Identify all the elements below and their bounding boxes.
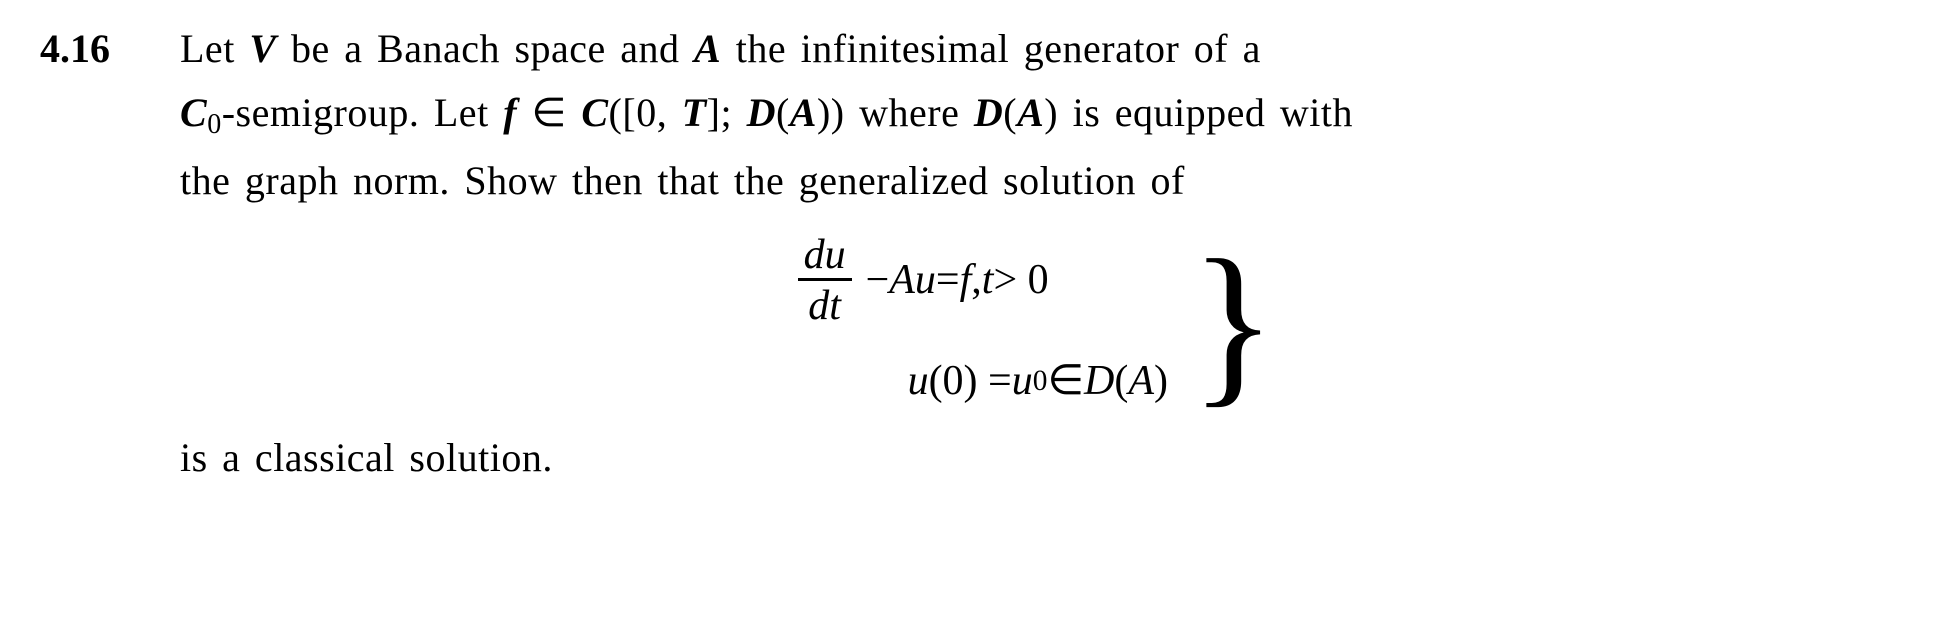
fraction-du-dt: du dt xyxy=(798,234,852,327)
text: , xyxy=(971,250,982,311)
var-t: t xyxy=(982,250,994,311)
text: be a Banach space and xyxy=(277,26,695,71)
text: ( xyxy=(1003,90,1017,135)
text: ( xyxy=(776,90,790,135)
fraction-den: dt xyxy=(802,281,847,327)
var-u0: u xyxy=(1012,351,1033,412)
sub-0: 0 xyxy=(1033,360,1048,403)
text: ) xyxy=(817,90,831,135)
equation-line-1: du dt − Au = f , t > 0 xyxy=(798,234,1049,327)
text: the infinitesimal generator of a xyxy=(721,26,1261,71)
var-D2: D xyxy=(974,90,1003,135)
problem-text-line-3: the graph norm. Show then that the gener… xyxy=(180,152,1894,210)
var-D: D xyxy=(747,90,776,135)
text: ) xyxy=(1044,90,1058,135)
var-A3: A xyxy=(1017,90,1044,135)
text: = xyxy=(936,250,960,311)
var-C: C xyxy=(180,90,207,135)
text: ∈ xyxy=(1047,351,1084,412)
sub-0: 0 xyxy=(207,109,222,140)
var-f: f xyxy=(960,250,972,311)
problem-text-line-2: C0-semigroup. Let f ∈ C([0, T]; D(A)) wh… xyxy=(180,84,1894,146)
text: ) where xyxy=(831,90,974,135)
var-Au: Au xyxy=(889,250,936,311)
text: Let xyxy=(180,26,249,71)
text: ([0, xyxy=(609,90,682,135)
equation-block: du dt − Au = f , t > 0 u (0) = xyxy=(180,234,1894,412)
text: − xyxy=(866,250,890,311)
var-T: T xyxy=(682,90,707,135)
text: is equipped with xyxy=(1058,90,1353,135)
problem-text-line-1: Let V be a Banach space and A the infini… xyxy=(180,20,1894,78)
text: -semigroup. Let xyxy=(222,90,504,135)
page: 4.16 Let V be a Banach space and A the i… xyxy=(0,0,1934,632)
var-u: u xyxy=(908,351,929,412)
text: (0) = xyxy=(929,351,1012,412)
equation-lines: du dt − Au = f , t > 0 u (0) = xyxy=(798,234,1186,412)
var-A: A xyxy=(1128,351,1154,412)
equation-line-2: u (0) = u 0 ∈ D ( A ) xyxy=(798,351,1168,412)
var-V: V xyxy=(249,26,276,71)
var-A2: A xyxy=(790,90,817,135)
text: ( xyxy=(1114,351,1128,412)
right-brace-icon: } xyxy=(1190,251,1276,395)
var-f: f xyxy=(503,90,517,135)
var-A: A xyxy=(694,26,721,71)
problem-text-line-4: is a classical solution. xyxy=(180,429,1894,487)
problem-number: 4.16 xyxy=(40,20,180,78)
var-D: D xyxy=(1084,351,1114,412)
problem-block: 4.16 Let V be a Banach space and A the i… xyxy=(40,20,1894,493)
problem-body: Let V be a Banach space and A the infini… xyxy=(180,20,1894,493)
text: ) xyxy=(1154,351,1168,412)
var-Cspace: C xyxy=(581,90,608,135)
text: ∈ xyxy=(517,90,581,135)
text: ]; xyxy=(707,90,747,135)
fraction-num: du xyxy=(798,234,852,281)
text: > 0 xyxy=(993,250,1048,311)
